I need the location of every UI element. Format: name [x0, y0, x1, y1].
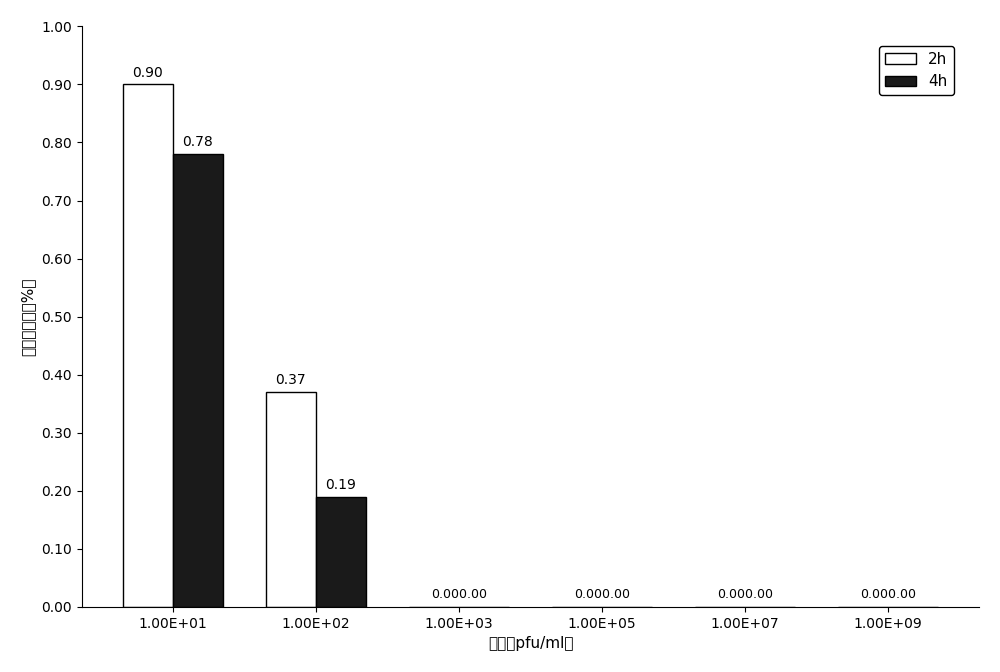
Text: 0.000.00: 0.000.00 [574, 588, 630, 601]
Text: 0.000.00: 0.000.00 [860, 588, 916, 601]
Bar [123, 85, 173, 607]
Text: 0.90: 0.90 [132, 66, 163, 80]
Bar [173, 154, 223, 607]
Y-axis label: 总菌残留率（%）: 总菌残留率（%） [21, 278, 36, 356]
Text: 0.78: 0.78 [182, 136, 213, 149]
Bar [316, 497, 366, 607]
Bar [266, 392, 316, 607]
Text: 0.37: 0.37 [275, 374, 306, 388]
X-axis label: 浓度（pfu/ml）: 浓度（pfu/ml） [488, 636, 573, 651]
Text: 0.000.00: 0.000.00 [431, 588, 487, 601]
Legend: 2h, 4h: 2h, 4h [879, 46, 954, 95]
Text: 0.19: 0.19 [325, 478, 356, 492]
Text: 0.000.00: 0.000.00 [717, 588, 773, 601]
